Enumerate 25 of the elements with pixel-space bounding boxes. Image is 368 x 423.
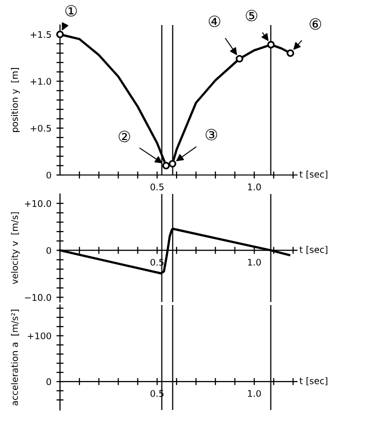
y-tick-label: −10.0 [24, 294, 52, 301]
x-axis-title: t [sec] [300, 377, 328, 386]
y-axis-title: acceleration a [m/s²] [10, 310, 20, 406]
annotation: ⑤ [246, 10, 258, 22]
y-tick-label: 0 [46, 247, 52, 254]
y-tick-label: 0 [46, 378, 52, 386]
y-tick-label: 0 [46, 172, 52, 179]
y-tick-label: +100 [28, 332, 52, 340]
annotation: ④ [208, 16, 220, 28]
x-axis-title: t [sec] [300, 170, 328, 179]
x-axis-title: t [sec] [300, 246, 328, 254]
x-tick-label: 1.0 [248, 183, 261, 190]
x-tick-label: 1.0 [248, 390, 261, 397]
y-tick-label: +0.5 [30, 124, 51, 132]
annotation: ② [118, 130, 130, 142]
y-axis-title: velocity v [m/s] [10, 212, 20, 284]
annotation: ① [65, 5, 77, 17]
y-tick-label: +10.0 [24, 200, 52, 207]
annotation: ③ [206, 128, 218, 140]
y-axis-title: position y [m] [10, 68, 20, 132]
x-tick-label: 1.0 [248, 258, 261, 266]
y-tick-label: +1.0 [30, 78, 52, 85]
y-tick-label: +1.5 [30, 31, 51, 38]
x-tick-label: 0.5 [150, 183, 164, 190]
annotation: ⑥ [310, 18, 322, 30]
